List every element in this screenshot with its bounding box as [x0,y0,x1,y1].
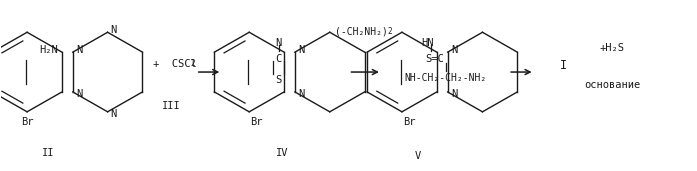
Text: I: I [560,59,567,72]
Text: Br: Br [250,117,262,127]
Text: N: N [76,89,82,99]
Text: N: N [110,25,116,35]
Text: N: N [451,89,457,99]
Text: S: S [275,75,282,85]
Text: (-CH₂NH₂): (-CH₂NH₂) [335,27,394,37]
Text: IV: IV [276,148,289,158]
Text: S=C: S=C [425,54,444,64]
Text: N: N [451,45,457,55]
Text: 2: 2 [388,27,392,36]
Text: NH-CH₂-CH₂-NH₂: NH-CH₂-CH₂-NH₂ [405,73,487,83]
Text: +  CSCl: + CSCl [153,59,197,69]
Text: Br: Br [21,117,33,127]
Text: II: II [43,148,55,158]
Text: C: C [275,54,282,64]
Text: N: N [298,89,305,99]
Text: N: N [298,45,305,55]
Text: N: N [76,45,82,55]
Text: +H₂S: +H₂S [600,43,625,54]
Text: H₂N: H₂N [40,45,59,55]
Text: HN: HN [422,38,434,48]
Text: N: N [110,109,116,119]
Text: N: N [275,38,282,48]
Text: III: III [162,101,181,111]
Text: основание: основание [584,81,641,90]
Text: Br: Br [403,117,415,127]
Text: V: V [415,151,421,161]
Text: 2: 2 [190,59,195,68]
